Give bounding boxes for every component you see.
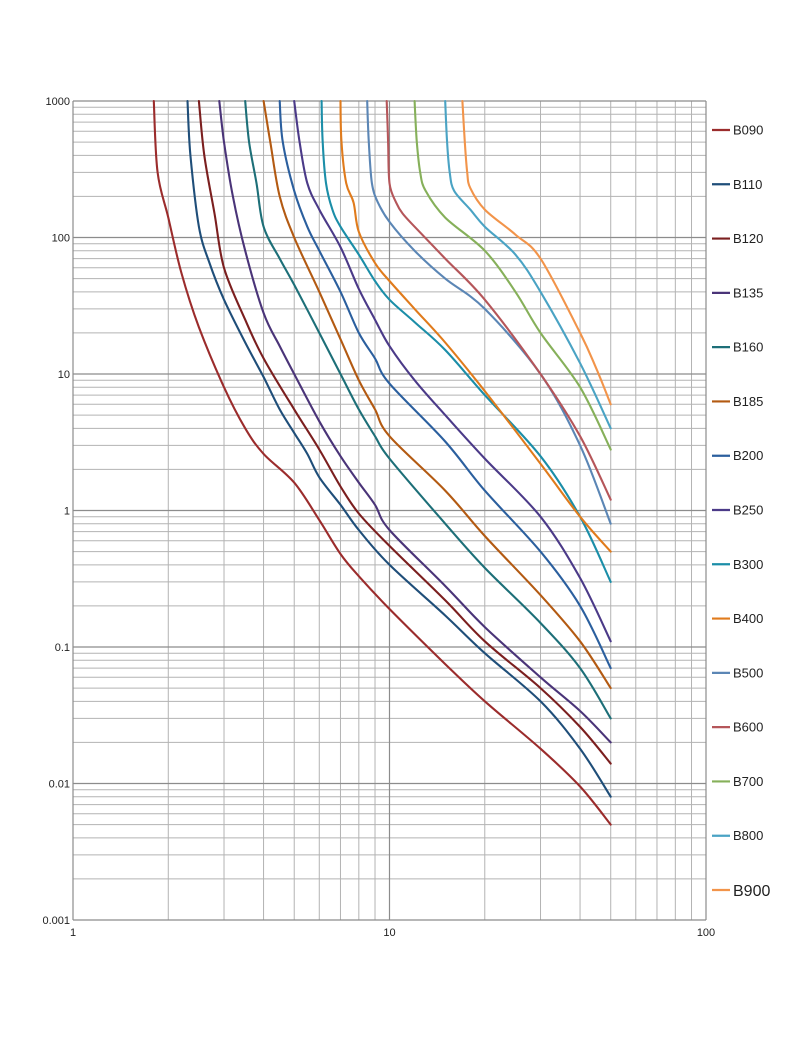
legend-item-b200: B200 <box>712 448 763 463</box>
series-lines <box>152 99 612 826</box>
series-line-b120 <box>197 99 612 765</box>
legend-item-b800: B800 <box>712 828 763 843</box>
legend-label: B400 <box>733 611 763 626</box>
legend-item-b300: B300 <box>712 557 763 572</box>
y-tick-label: 0.1 <box>55 642 70 654</box>
series-line-b185 <box>262 99 612 690</box>
legend-item-b900: B900 <box>712 883 770 900</box>
legend: B090 B110 B120 B135 B160 B185 B200 B250 B300 B400… <box>712 123 770 900</box>
series-line-b135 <box>218 99 612 744</box>
legend-item-b600: B600 <box>712 720 763 735</box>
series-line-b500 <box>366 99 612 525</box>
series-line-b600 <box>385 99 612 501</box>
series-line-b090 <box>152 99 612 826</box>
legend-item-b700: B700 <box>712 774 763 789</box>
y-tick-label: 1000 <box>46 96 70 108</box>
legend-label: B200 <box>733 448 763 463</box>
legend-label: B900 <box>733 883 770 900</box>
y-tick-label: 10 <box>58 369 70 381</box>
series-line-b250 <box>293 99 612 643</box>
legend-label: B090 <box>733 123 763 138</box>
legend-label: B300 <box>733 557 763 572</box>
legend-item-b400: B400 <box>712 611 763 626</box>
major-gridlines <box>72 100 707 921</box>
legend-label: B160 <box>733 340 763 355</box>
legend-label: B185 <box>733 394 763 409</box>
legend-label: B250 <box>733 503 763 518</box>
legend-label: B135 <box>733 285 763 300</box>
series-line-b800 <box>444 99 612 430</box>
series-line-b160 <box>244 99 612 720</box>
legend-item-b160: B160 <box>712 340 763 355</box>
x-tick-label: 1 <box>70 927 76 939</box>
series-line-b200 <box>278 99 612 670</box>
legend-label: B800 <box>733 828 763 843</box>
legend-item-b500: B500 <box>712 665 763 680</box>
legend-label: B600 <box>733 720 763 735</box>
legend-item-b185: B185 <box>712 394 763 409</box>
legend-item-b135: B135 <box>712 285 763 300</box>
y-axis-ticks: 0.001 0.01 0.1 1 10 100 1000 <box>42 96 70 927</box>
y-tick-label: 100 <box>52 233 70 245</box>
series-line-b400 <box>339 99 612 553</box>
y-tick-label: 0.001 <box>42 915 70 927</box>
x-tick-label: 100 <box>697 927 715 939</box>
legend-item-b120: B120 <box>712 231 763 246</box>
y-tick-label: 1 <box>64 506 70 518</box>
legend-label: B700 <box>733 774 763 789</box>
legend-item-b250: B250 <box>712 503 763 518</box>
y-tick-label: 0.01 <box>49 779 70 791</box>
legend-label: B110 <box>733 177 762 192</box>
series-line-b900 <box>461 99 612 406</box>
series-line-b300 <box>320 99 612 583</box>
x-tick-label: 10 <box>383 927 395 939</box>
series-line-b700 <box>413 99 612 451</box>
legend-item-b110: B110 <box>712 177 762 192</box>
legend-label: B120 <box>733 231 763 246</box>
legend-item-b090: B090 <box>712 123 763 138</box>
legend-label: B500 <box>733 665 763 680</box>
x-axis-ticks: 1 10 100 <box>70 927 715 939</box>
series-line-b110 <box>186 99 612 798</box>
